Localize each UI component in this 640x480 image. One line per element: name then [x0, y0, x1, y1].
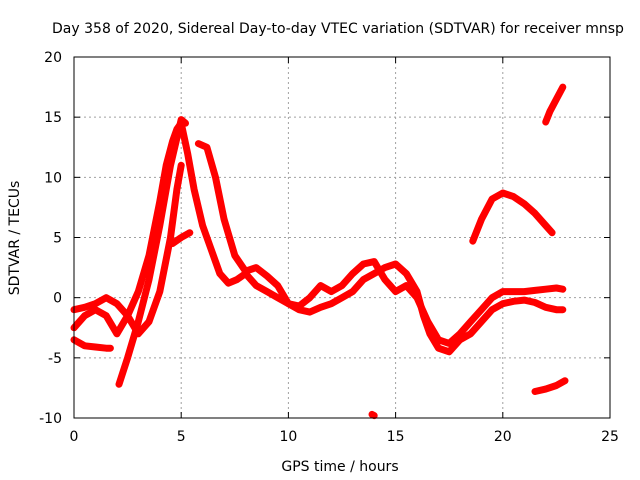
y-tick-label: 5: [53, 231, 62, 247]
series-arc-10: [368, 410, 378, 420]
data-series: [70, 83, 569, 420]
y-tick-label: 0: [53, 291, 62, 307]
axis-ticks: 0 5 10 15 20 25 -10 -5 0 5 10 15 20: [39, 50, 619, 445]
y-tick-label: 15: [44, 110, 62, 126]
y-tick-label: -10: [39, 411, 62, 427]
y-axis-label: SDTVAR / TECUs: [7, 181, 23, 296]
x-tick-label: 0: [70, 429, 79, 445]
series-arc-6: [194, 140, 567, 347]
chart-title: Day 358 of 2020, Sidereal Day-to-day VTE…: [52, 21, 624, 37]
series-arc-7: [469, 189, 556, 245]
series-arc-1: [70, 119, 567, 356]
series-arc-3: [70, 161, 185, 338]
x-axis-label: GPS time / hours: [281, 459, 398, 475]
series-arc-9: [531, 377, 569, 395]
x-tick-label: 5: [177, 429, 186, 445]
x-tick-label: 15: [387, 429, 405, 445]
y-tick-label: 20: [44, 50, 62, 66]
series-arc-8: [542, 83, 567, 126]
y-tick-label: 10: [44, 170, 62, 186]
series-arc-5: [169, 229, 194, 247]
series-arc-2: [70, 336, 114, 352]
x-tick-label: 25: [601, 429, 619, 445]
x-tick-label: 20: [494, 429, 512, 445]
x-tick-label: 10: [279, 429, 297, 445]
series-arc-4: [115, 116, 189, 388]
y-tick-label: -5: [48, 351, 62, 367]
